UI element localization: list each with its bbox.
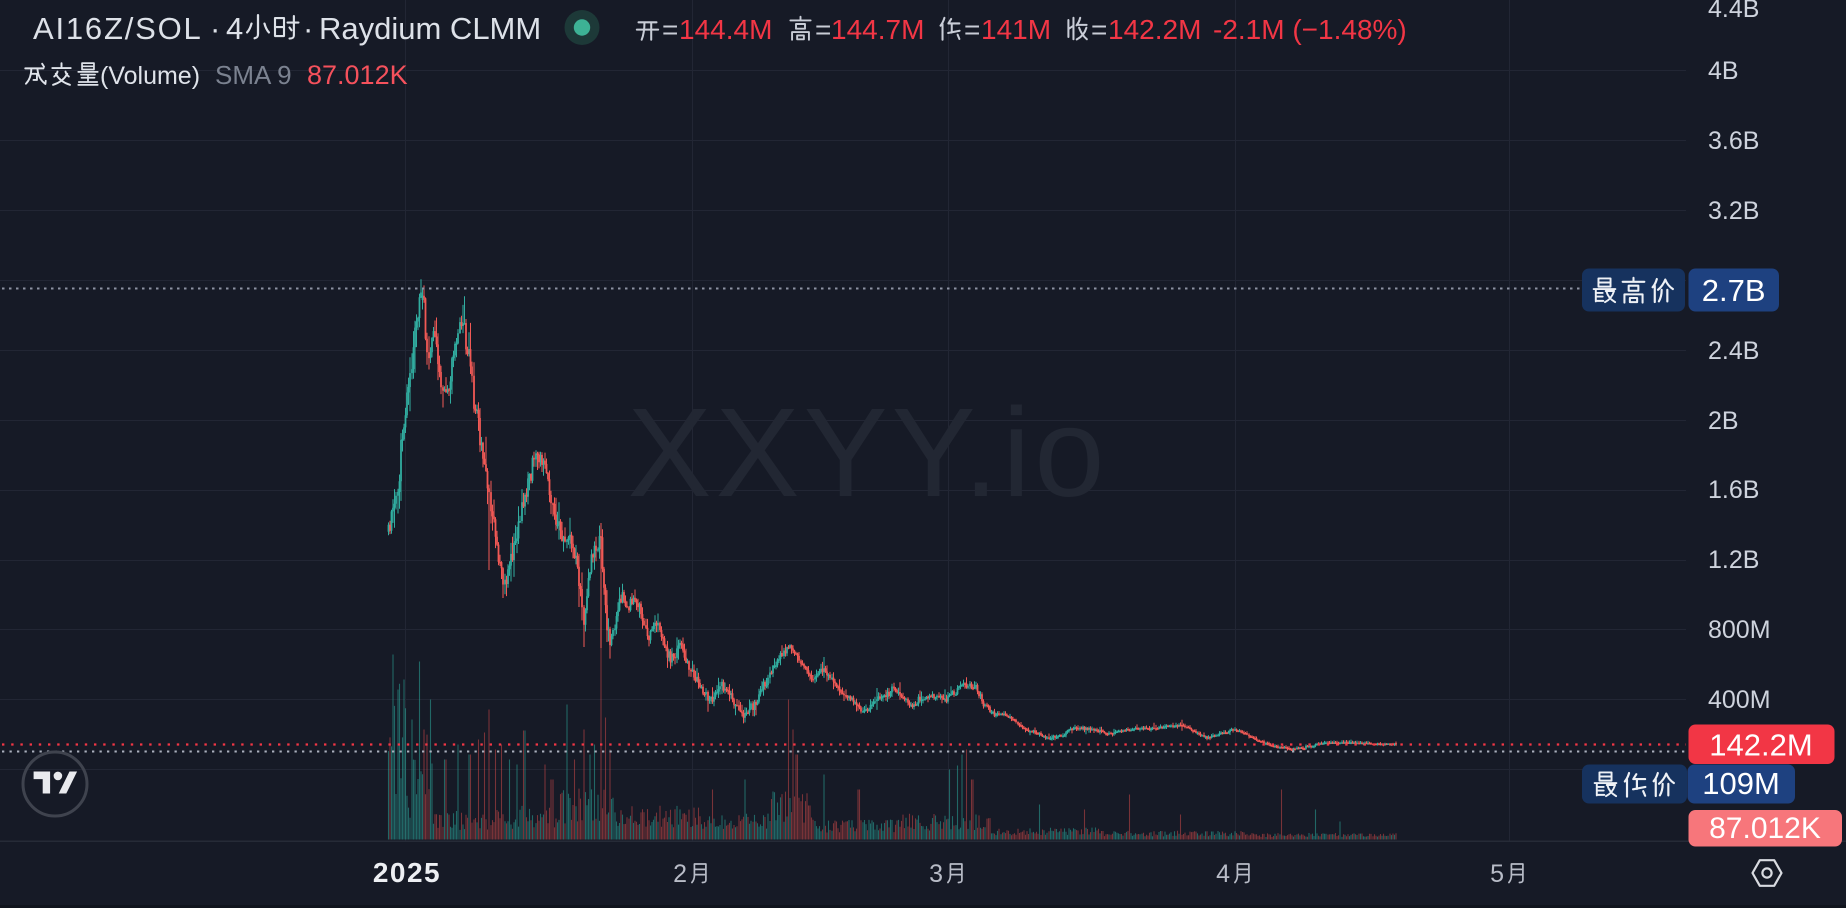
svg-text:87.012K: 87.012K [1709, 812, 1821, 845]
svg-text:4: 4 [226, 11, 243, 46]
svg-text:5: 5 [1490, 860, 1504, 888]
svg-text:2.4B: 2.4B [1708, 337, 1759, 365]
svg-text:3: 3 [929, 860, 943, 888]
svg-text:XXYY.io: XXYY.io [628, 382, 1109, 523]
svg-text:4.4B: 4.4B [1708, 0, 1759, 23]
svg-text:2: 2 [673, 860, 687, 888]
svg-text:2025: 2025 [373, 857, 441, 888]
svg-text:4B: 4B [1708, 57, 1739, 85]
svg-text:=: = [815, 14, 831, 45]
svg-text:=: = [1091, 14, 1107, 45]
svg-text:141M: 141M [981, 14, 1051, 45]
svg-text:1.2B: 1.2B [1708, 546, 1759, 574]
svg-text:142.2M: 142.2M [1709, 728, 1812, 763]
svg-text:87.012K: 87.012K [307, 60, 408, 90]
svg-text:·: · [210, 11, 220, 46]
svg-text:144.4M: 144.4M [679, 14, 772, 45]
svg-text:400M: 400M [1708, 686, 1771, 714]
svg-text:=: = [662, 14, 678, 45]
svg-text:SMA 9: SMA 9 [215, 60, 292, 90]
svg-text:3.6B: 3.6B [1708, 127, 1759, 155]
svg-text:144.7M: 144.7M [831, 14, 924, 45]
svg-text:AI16Z/SOL: AI16Z/SOL [33, 11, 203, 46]
svg-text:1.6B: 1.6B [1708, 476, 1759, 504]
svg-text:2B: 2B [1708, 407, 1739, 435]
svg-text:·: · [303, 11, 313, 46]
svg-text:2.7B: 2.7B [1702, 273, 1766, 308]
svg-text:-2.1M (−1.48%): -2.1M (−1.48%) [1213, 14, 1407, 45]
svg-text:4: 4 [1216, 860, 1230, 888]
svg-text:Raydium CLMM: Raydium CLMM [319, 11, 541, 46]
svg-text:3.2B: 3.2B [1708, 197, 1759, 225]
svg-text:142.2M: 142.2M [1108, 14, 1201, 45]
svg-text:=: = [964, 14, 980, 45]
svg-text:800M: 800M [1708, 616, 1771, 644]
svg-text:(Volume): (Volume) [100, 62, 200, 90]
svg-text:109M: 109M [1702, 766, 1780, 801]
